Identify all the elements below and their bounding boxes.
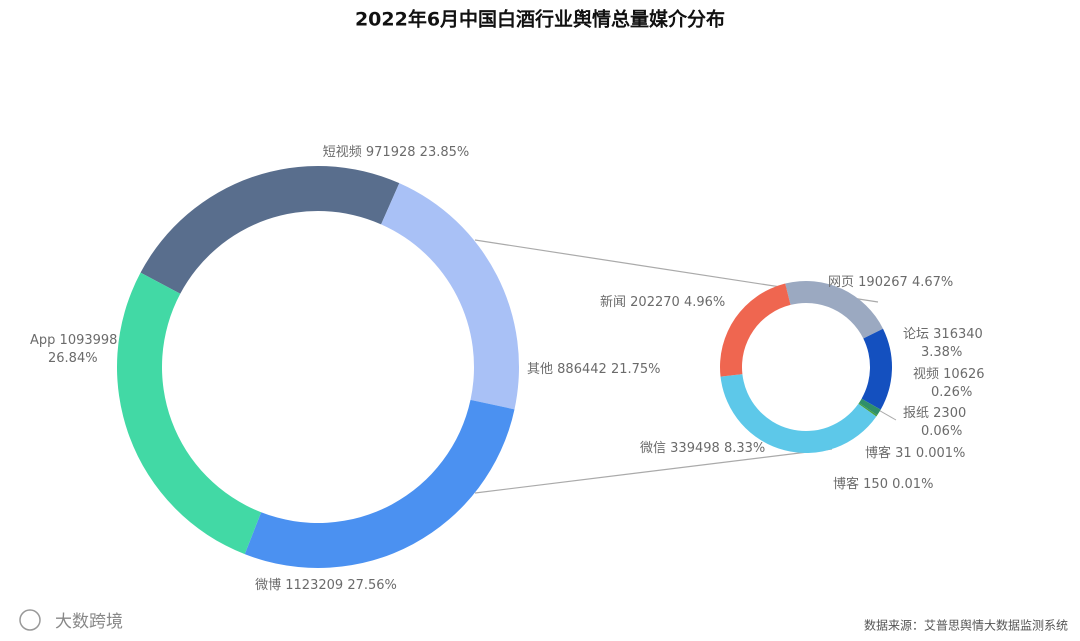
donut-segment [381,183,519,410]
label-category: 微信 [640,441,666,456]
label-category: App [30,333,55,348]
label-value: 339498 [670,441,720,456]
label-percent: 0.001% [916,446,966,461]
data-label: 微博 1123209 27.56% [255,578,397,593]
label-percent: 23.85% [420,145,470,160]
data-label: 博客 150 0.01% [833,476,933,492]
data-label: 短视频 971928 23.85% [323,145,470,160]
label-percent: 0.26% [931,385,972,400]
label-percent: 4.67% [912,275,953,290]
label-category: 报纸 [903,406,929,421]
donut-segment [858,402,878,417]
label-value: 10626 [943,367,984,382]
label-value: 202270 [630,295,680,310]
donut-segment [861,328,892,410]
donut-segment [140,166,400,294]
label-percent: 3.38% [921,345,962,360]
data-label: 网页 190267 4.67% [828,275,953,290]
donut-segment [720,374,877,453]
label-percent: 26.84% [48,351,98,366]
data-label: 博客 31 0.001% [865,445,965,461]
label-percent: 0.06% [921,424,962,439]
data-label: 报纸 2300 0.06% [903,406,966,439]
label-value: 150 [863,477,888,492]
source: 数据来源：艾普思舆情大数据监测系统 [864,618,1068,633]
donut-segment [719,283,791,377]
connector [474,448,833,494]
donut-segment [859,398,881,416]
donut-segment [858,403,877,417]
label-percent: 21.75% [611,362,661,377]
donut-segment [858,403,877,417]
label-category: 视频 [913,367,939,382]
label-percent: 27.56% [347,578,397,593]
label-category: 博客 [833,476,859,492]
label-value: 971928 [366,145,416,160]
data-label: 其他 886442 21.75% [527,362,661,377]
data-label: 视频 10626 0.26% [913,367,985,400]
label-value: 316340 [933,327,983,342]
donut-segment [244,399,515,568]
donut-segment [785,281,884,339]
label-category: 其他 [527,362,553,377]
donut-segment [117,272,262,555]
chart-title: 2022年6月中国白酒行业舆情总量媒介分布 [355,8,725,31]
label-category: 微博 [255,578,281,593]
logo: 大数跨境 [55,612,123,632]
label-category: 短视频 [323,145,362,160]
label-percent: 0.01% [892,477,933,492]
data-label: 论坛 316340 3.38% [903,327,983,360]
label-value: 2300 [933,406,966,421]
label-category: 新闻 [600,294,626,310]
label-value: 190267 [858,275,908,290]
label-percent: 4.96% [684,295,725,310]
label-value: 1123209 [285,578,343,593]
data-label: 新闻 202270 4.96% [600,294,725,310]
label-value: 1093998 [60,333,118,348]
label-value: 886442 [557,362,607,377]
label-value: 31 [895,446,912,461]
label-percent: 8.33% [724,441,765,456]
label-category: 论坛 [903,327,929,342]
logo-icon [19,609,41,631]
label-category: 博客 [865,445,891,461]
label-category: 网页 [828,275,854,290]
data-label: App 1093998 26.84% [30,333,117,366]
data-label: 微信 339498 8.33% [640,441,765,456]
